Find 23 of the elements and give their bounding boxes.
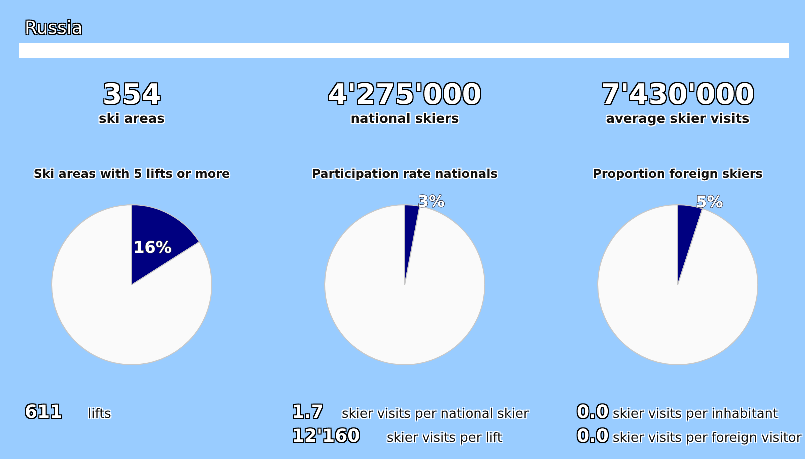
- text: 354: [102, 78, 162, 112]
- chart-title: Participation rate nationals: [312, 167, 498, 181]
- text: 611: [25, 402, 64, 423]
- text: skier visits per national skier: [342, 407, 529, 422]
- data-label: 16%: [134, 238, 172, 257]
- text: Russia: [24, 18, 84, 39]
- text: skier visits per lift: [387, 431, 502, 446]
- chart-title: Proportion foreign skiers: [593, 167, 763, 181]
- text: 4'275'000: [327, 78, 483, 112]
- text: skier visits per inhabitant: [613, 407, 778, 422]
- text: 0.0: [577, 402, 610, 423]
- text: 1.7: [292, 402, 325, 423]
- text: 0.0: [577, 426, 610, 447]
- text: ski areas: [98, 112, 166, 127]
- text: 7'430'000: [600, 78, 756, 112]
- text: average skier visits: [605, 112, 751, 127]
- text: lifts: [88, 407, 112, 422]
- data-label: 5%: [696, 192, 724, 212]
- text: 12'160: [292, 426, 362, 447]
- text: national skiers: [350, 112, 460, 127]
- text: skier visits per foreign visitor: [613, 431, 802, 446]
- data-label: 3%: [418, 192, 446, 211]
- chart-title: Ski areas with 5 lifts or more: [34, 167, 230, 181]
